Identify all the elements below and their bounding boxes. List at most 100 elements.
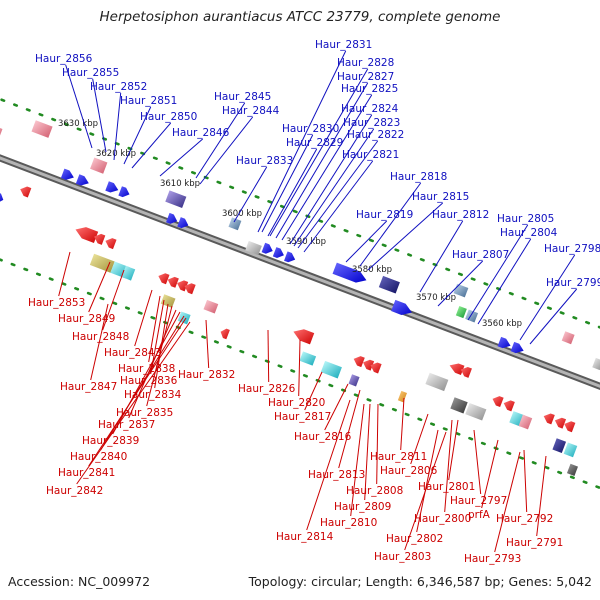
reverse-gene-label: Haur_2810 (320, 517, 377, 529)
reverse-label-leader (523, 449, 528, 513)
forward-label-leader (65, 64, 93, 149)
reverse-gene-box-26 (348, 374, 360, 387)
reverse-label-leader (404, 431, 447, 551)
kbp-tick-label: 3590 kbp (286, 237, 326, 247)
forward-label-leader (345, 220, 388, 263)
reverse-label-leader (88, 261, 111, 313)
forward-label-leader (359, 182, 422, 267)
forward-gene-label: Haur_2846 (172, 127, 230, 139)
forward-gene-label: Haur_2818 (390, 171, 447, 183)
reverse-label-leader (58, 251, 71, 297)
forward-label-leader (261, 134, 314, 233)
reverse-gene-arrow-13 (167, 276, 179, 288)
forward-gene-arrow-10 (177, 217, 189, 229)
reverse-label-leader (304, 371, 323, 411)
kbp-tick-label: 3580 kbp (352, 265, 392, 275)
forward-gene-label: Haur_2798 (544, 243, 600, 255)
forward-gene-arrow-14 (272, 247, 284, 259)
kbp-tick-label: 3560 kbp (482, 319, 522, 329)
reverse-gene-arrow-4 (0, 193, 4, 202)
reverse-label-leader (88, 317, 187, 467)
forward-label-leader (419, 220, 464, 293)
forward-gene-arrow-7 (118, 186, 130, 198)
reverse-gene-label: Haur_2803 (374, 551, 431, 563)
forward-gene-arrow-23 (510, 341, 524, 354)
forward-gene-label: Haur_2830 (282, 123, 339, 135)
genome-title: Herpetosiphon aurantiacus ATCC 23779, co… (99, 9, 501, 25)
reverse-gene-box-27 (397, 390, 407, 403)
forward-gene-arrow-6 (105, 181, 119, 193)
forward-gene-label: Haur_2804 (500, 227, 558, 239)
reverse-gene-box-22 (320, 360, 342, 379)
forward-label-leader (275, 82, 369, 239)
forward-label-leader (123, 106, 152, 165)
reverse-label-leader (90, 303, 109, 381)
forward-gene-label: Haur_2856 (35, 53, 93, 65)
forward-gene-arrow-4 (75, 174, 89, 186)
forward-gene-arrow-16 (332, 262, 367, 283)
genome-summary-text: Topology: circular; Length: 6,346,587 bp… (248, 574, 592, 589)
reverse-gene-arrow-5 (20, 186, 32, 198)
kbp-tick-label: 3620 kbp (96, 149, 136, 159)
reverse-gene-label: Haur_2839 (82, 435, 139, 447)
reverse-label-leader (376, 403, 379, 485)
reverse-gene-label: Haur_2817 (274, 411, 331, 423)
forward-label-leader (92, 78, 107, 153)
forward-gene-box-1 (0, 128, 3, 136)
reverse-label-leader (298, 339, 301, 397)
forward-label-leader (131, 122, 172, 169)
reverse-label-leader (410, 413, 429, 465)
reverse-gene-arrow-25 (370, 362, 382, 374)
reverse-label-leader (134, 289, 153, 347)
reverse-label-leader (416, 429, 439, 533)
reverse-gene-arrow-33 (492, 396, 504, 408)
forward-label-leader (113, 92, 122, 161)
reverse-gene-arrow-14 (177, 280, 189, 292)
reverse-label-leader (338, 389, 361, 469)
reverse-gene-label: Haur_2809 (334, 501, 391, 513)
forward-gene-label: Haur_2851 (120, 95, 177, 107)
reverse-label-leader (76, 321, 191, 485)
reverse-gene-box-40 (552, 438, 567, 453)
forward-label-leader (519, 254, 576, 341)
reverse-gene-arrow-29 (449, 363, 465, 376)
reverse-gene-arrow-37 (543, 413, 555, 425)
forward-gene-label: Haur_2825 (341, 83, 398, 95)
reverse-gene-box-16 (160, 294, 176, 308)
forward-gene-label: Haur_2855 (62, 67, 119, 79)
reverse-label-leader (444, 419, 453, 513)
reverse-label-leader (128, 309, 177, 419)
forward-label-leader (477, 238, 532, 325)
forward-gene-label: Haur_2828 (337, 57, 394, 69)
reverse-gene-arrow-30 (460, 366, 472, 378)
reverse-gene-label: Haur_2838 (118, 363, 175, 375)
reverse-gene-label: Haur_2811 (370, 451, 427, 463)
forward-gene-label: Haur_2822 (347, 129, 404, 141)
forward-label-leader (281, 94, 373, 241)
reverse-gene-arrow-38 (554, 417, 567, 429)
kbp-tick-label: 3610 kbp (160, 179, 200, 189)
forward-gene-arrow-22 (497, 336, 511, 349)
reverse-gene-box-36 (518, 414, 533, 430)
reverse-label-leader (364, 403, 371, 501)
reverse-gene-label: Haur_2802 (386, 533, 443, 545)
forward-gene-arrow-15 (284, 251, 296, 263)
reverse-label-leader (481, 439, 499, 509)
forward-gene-label: Haur_2850 (140, 111, 197, 123)
forward-gene-label: Haur_2827 (337, 71, 394, 83)
forward-label-leader (257, 50, 347, 233)
forward-label-leader (289, 114, 373, 245)
reverse-gene-label: Haur_2837 (98, 419, 155, 431)
forward-label-leader (267, 148, 318, 237)
reverse-label-leader (148, 295, 161, 363)
kbp-tick-label: 3570 kbp (416, 293, 456, 303)
forward-gene-box-12 (245, 240, 262, 256)
reverse-label-leader (267, 329, 270, 383)
reverse-gene-label: Haur_2834 (124, 389, 182, 401)
forward-gene-label: Haur_2845 (214, 91, 271, 103)
forward-gene-label: Haur_2831 (315, 39, 372, 51)
reverse-gene-label: Haur_2841 (58, 467, 115, 479)
forward-label-leader (159, 138, 204, 177)
reverse-label-leader (473, 429, 482, 495)
